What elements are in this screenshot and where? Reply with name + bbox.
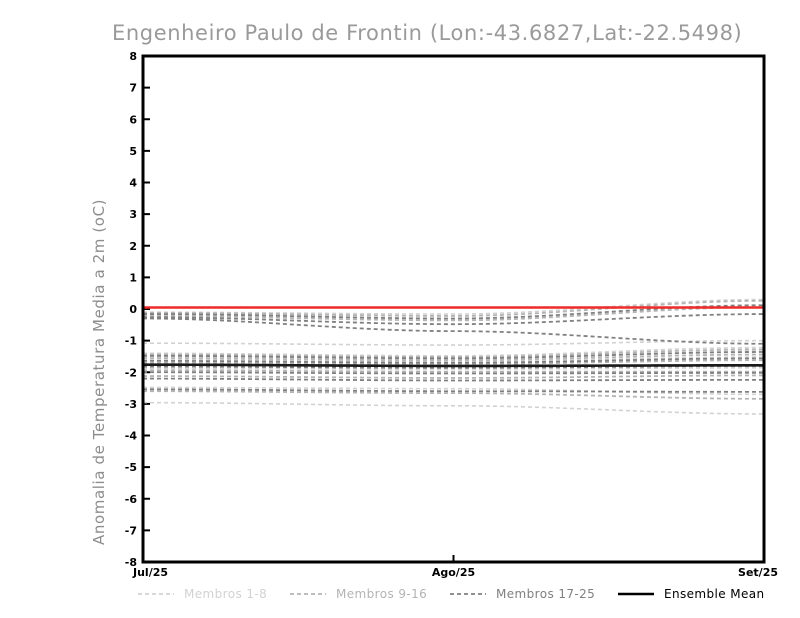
legend-label: Membros 1-8: [184, 587, 267, 601]
x-tick-label: Jul/25: [132, 566, 168, 579]
member-line: [143, 365, 764, 369]
y-tick-label: 7: [129, 82, 137, 95]
y-tick-label: 2: [129, 240, 137, 253]
member-line: [143, 317, 764, 345]
y-tick-label: -4: [125, 430, 138, 443]
member-line: [143, 371, 764, 375]
member-line: [143, 401, 764, 415]
y-tick-label: -6: [125, 493, 138, 506]
y-tick-label: 3: [129, 208, 137, 221]
member-line: [143, 313, 764, 326]
member-line: [143, 357, 764, 364]
member-line: [143, 304, 764, 320]
y-tick-label: 8: [129, 50, 137, 63]
member-line: [143, 390, 764, 400]
chart-title: Engenheiro Paulo de Frontin (Lon:-43.682…: [112, 21, 742, 45]
y-tick-label: -5: [125, 461, 137, 474]
member-line: [143, 386, 764, 396]
legend-label: Membros 9-16: [336, 587, 427, 601]
member-line: [143, 306, 764, 322]
y-tick-label: 5: [129, 145, 137, 158]
member-line: [143, 346, 764, 357]
plot-frame: [141, 54, 766, 564]
legend-label: Membros 17-25: [496, 587, 595, 601]
y-tick-label: -3: [125, 398, 137, 411]
series-layer: [143, 298, 764, 415]
y-tick-label: 4: [129, 177, 137, 190]
member-line: [143, 353, 764, 362]
member-line: [143, 348, 764, 358]
y-tick-label: 1: [129, 271, 137, 284]
member-line: [143, 356, 764, 363]
member-line: [143, 374, 764, 379]
y-tick-label: -7: [125, 524, 137, 537]
y-tick-label: 0: [129, 303, 137, 316]
x-tick-label: Ago/25: [432, 566, 475, 579]
ensemble-mean-line: [143, 363, 764, 368]
member-line: [143, 299, 764, 317]
member-line: [143, 339, 764, 346]
member-line: [143, 298, 764, 315]
legend-label: Ensemble Mean: [664, 587, 765, 601]
chart-legend: Membros 1-8 Membros 9-16 Membros 17-25 Ense…: [138, 587, 765, 601]
y-tick-label: 6: [129, 113, 137, 126]
member-line: [143, 367, 764, 370]
y-axis-label: Anomalia de Temperatura Media a 2m (oC): [90, 199, 108, 545]
y-tick-label: -1: [125, 335, 137, 348]
member-line: [143, 359, 764, 365]
member-line: [143, 351, 764, 360]
member-line: [143, 369, 764, 373]
member-line: [143, 388, 764, 393]
y-tick-label: -2: [125, 366, 137, 379]
x-tick-label: Set/25: [738, 566, 778, 579]
y-tick-label: -8: [125, 556, 137, 569]
member-line: [143, 377, 764, 382]
